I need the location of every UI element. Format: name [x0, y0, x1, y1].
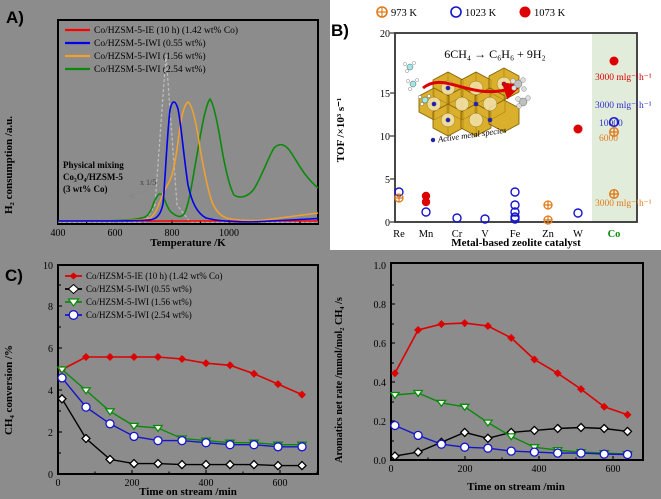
svg-text:Co: Co [608, 229, 621, 240]
svg-text:0.8: 0.8 [374, 300, 387, 311]
svg-text:600: 600 [108, 228, 123, 239]
svg-text:Zn: Zn [542, 229, 554, 240]
svg-text:Fe: Fe [510, 229, 521, 240]
svg-text:Co/HZSM-5-IE (10 h) (1.42 wt%: Co/HZSM-5-IE (10 h) (1.42 wt% Co) [86, 271, 223, 281]
svg-text:Re: Re [393, 229, 405, 240]
svg-text:V: V [481, 229, 489, 240]
svg-text:Co/HZSM-5-IWI (1.56 wt%): Co/HZSM-5-IWI (1.56 wt%) [86, 297, 192, 307]
svg-text:W: W [573, 229, 583, 240]
svg-text:3000 mlg⁻¹h⁻¹: 3000 mlg⁻¹h⁻¹ [595, 73, 652, 83]
svg-text:400: 400 [199, 478, 214, 489]
svg-text:C): C) [5, 266, 23, 285]
svg-text:1.0: 1.0 [374, 261, 387, 272]
svg-text:0: 0 [56, 478, 61, 489]
svg-text:600: 600 [273, 478, 288, 489]
svg-text:5: 5 [385, 175, 390, 186]
svg-text:TOF /×10³ s⁻¹: TOF /×10³ s⁻¹ [335, 98, 347, 163]
svg-text:A): A) [6, 8, 24, 27]
svg-text:6CH₄ → C₆H₆ + 9H₂: 6CH₄ → C₆H₆ + 9H₂ [444, 47, 546, 61]
svg-text:600: 600 [606, 464, 621, 475]
svg-text:400: 400 [532, 464, 547, 475]
svg-text:4: 4 [48, 386, 53, 397]
svg-text:0: 0 [385, 218, 390, 229]
svg-text:Mn: Mn [419, 229, 434, 240]
svg-text:Physical mixing: Physical mixing [63, 160, 124, 170]
svg-text:H₂ consumption /a.u.: H₂ consumption /a.u. [3, 116, 15, 214]
svg-text:20: 20 [380, 29, 390, 40]
svg-text:B): B) [331, 21, 349, 40]
svg-text:Co/HZSM-5-IE (10 h) (1.42 wt%: Co/HZSM-5-IE (10 h) (1.42 wt% Co) [94, 25, 238, 36]
svg-text:1073 K: 1073 K [534, 8, 566, 19]
svg-text:Co/HZSM-5-IWI (1.56 wt%): Co/HZSM-5-IWI (1.56 wt%) [94, 51, 206, 62]
svg-text:973 K: 973 K [391, 8, 417, 19]
svg-text:15: 15 [380, 89, 390, 100]
svg-text:3000 mlg⁻¹h⁻¹: 3000 mlg⁻¹h⁻¹ [595, 199, 652, 209]
svg-text:Co/HZSM-5-IWI (2.54 wt%): Co/HZSM-5-IWI (2.54 wt%) [86, 310, 192, 320]
svg-text:0.4: 0.4 [374, 378, 387, 389]
svg-text:Co/HZSM-5-IWI (2.54 wt%): Co/HZSM-5-IWI (2.54 wt%) [94, 64, 206, 75]
svg-text:0.0: 0.0 [374, 456, 387, 467]
svg-text:0: 0 [48, 470, 53, 481]
svg-text:x 1/5: x 1/5 [140, 178, 156, 187]
svg-text:200: 200 [125, 478, 140, 489]
svg-text:8: 8 [48, 302, 53, 313]
svg-text:(3 wt% Co): (3 wt% Co) [63, 184, 108, 194]
svg-text:800: 800 [165, 228, 180, 239]
svg-text:Co/HZSM-5-IWI (0.55 wt%): Co/HZSM-5-IWI (0.55 wt%) [94, 38, 206, 49]
svg-text:10: 10 [43, 261, 53, 272]
svg-text:400: 400 [51, 228, 66, 239]
svg-text:CH₄ conversion /%: CH₄ conversion /% [3, 345, 15, 435]
svg-text:Time on stream /min: Time on stream /min [139, 486, 237, 498]
svg-text:0.2: 0.2 [374, 417, 387, 428]
svg-text:6: 6 [48, 344, 53, 355]
svg-text:2: 2 [48, 428, 53, 439]
svg-text:1023 K: 1023 K [465, 8, 497, 19]
svg-text:Temperature /K: Temperature /K [150, 237, 226, 249]
svg-text:3000 mlg⁻¹h⁻¹: 3000 mlg⁻¹h⁻¹ [595, 101, 652, 111]
svg-text:Time on stream /min: Time on stream /min [467, 481, 565, 493]
svg-text:Aromatics net rate /mmol/mol₂: Aromatics net rate /mmol/mol₂ CH₄ /s [334, 297, 345, 463]
svg-text:0: 0 [389, 464, 394, 475]
svg-text:1000: 1000 [219, 228, 239, 239]
svg-text:10: 10 [380, 132, 390, 143]
svg-text:Co₃O₄/HZSM-5: Co₃O₄/HZSM-5 [63, 172, 123, 182]
svg-text:Co/HZSM-5-IWI (0.55 wt%): Co/HZSM-5-IWI (0.55 wt%) [86, 284, 192, 294]
svg-text:0.6: 0.6 [374, 339, 387, 350]
svg-text:Cr: Cr [452, 229, 463, 240]
svg-text:200: 200 [458, 464, 473, 475]
